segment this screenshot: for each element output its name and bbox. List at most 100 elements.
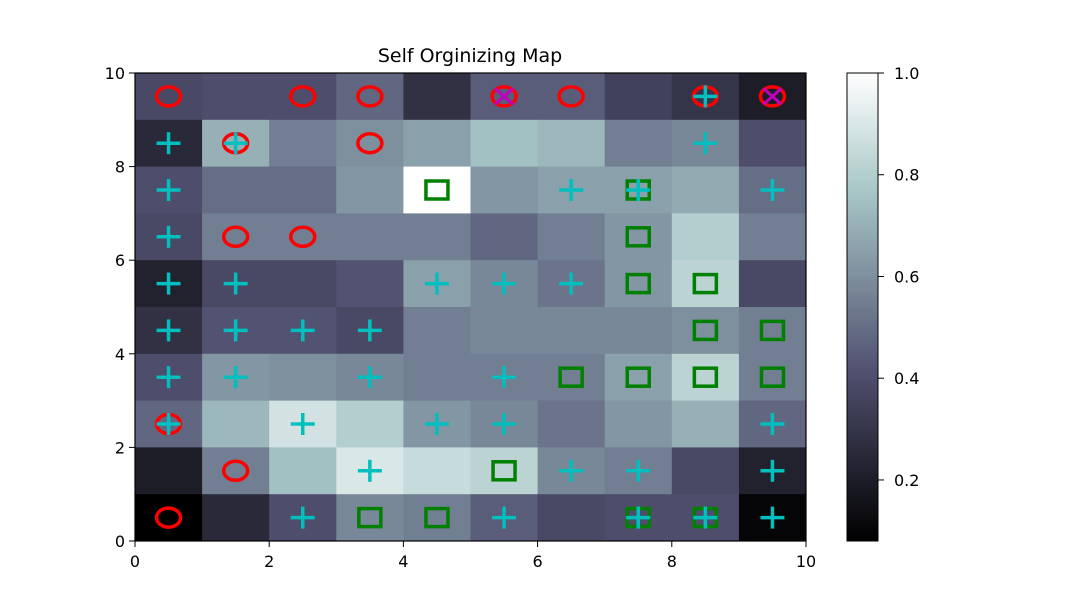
heatmap-cell xyxy=(202,73,270,121)
marker-plus xyxy=(223,319,248,342)
marker-x xyxy=(762,87,783,106)
heatmap-cell xyxy=(470,447,539,495)
marker-plus xyxy=(357,319,382,342)
heatmap-cell xyxy=(202,400,270,448)
heatmap-cell xyxy=(470,307,539,355)
heatmap-cell xyxy=(269,447,337,495)
heatmap-cell xyxy=(671,260,740,308)
heatmap-cell xyxy=(403,119,471,168)
marker-circle xyxy=(221,459,250,483)
heatmap-cell xyxy=(336,119,404,168)
marker-circle xyxy=(289,85,317,108)
marker-plus xyxy=(223,366,248,389)
colorbar-tick-label: 1.0 xyxy=(894,64,919,83)
marker-plus xyxy=(424,272,449,295)
y-tick-label: 6 xyxy=(115,251,125,270)
marker-plus xyxy=(290,319,315,342)
x-tick-label: 10 xyxy=(796,552,816,571)
marker-plus xyxy=(559,272,584,295)
colorbar-tick-label: 0.8 xyxy=(894,166,919,185)
marker-square xyxy=(692,319,719,342)
marker-plus xyxy=(156,413,181,435)
heatmap-cell xyxy=(738,213,807,261)
heatmap-cell xyxy=(604,307,673,355)
x-tick-label: 4 xyxy=(398,552,408,571)
marker-square xyxy=(692,366,719,388)
heatmap-cell xyxy=(403,353,471,402)
heatmap-cell xyxy=(336,213,404,261)
marker-plus xyxy=(156,366,181,389)
marker-plus xyxy=(357,366,382,389)
marker-square xyxy=(424,179,450,201)
heatmap-cell xyxy=(738,353,807,402)
heatmap-cell xyxy=(269,166,337,214)
marker-plus xyxy=(290,506,315,529)
heatmap-cell xyxy=(403,73,471,121)
marker-plus xyxy=(156,319,181,342)
marker-plus xyxy=(156,225,181,248)
marker-plus xyxy=(223,272,248,295)
marker-square xyxy=(357,506,383,529)
x-tick-label: 2 xyxy=(264,552,274,571)
marker-circle xyxy=(356,85,384,108)
marker-plus xyxy=(559,179,584,201)
marker-plus xyxy=(492,272,517,295)
marker-circle xyxy=(154,506,183,529)
marker-circle xyxy=(356,131,384,155)
marker-plus xyxy=(492,366,517,389)
marker-plus xyxy=(760,506,785,529)
marker-circle xyxy=(221,225,250,249)
marker-square xyxy=(625,272,651,295)
x-tick-label: 8 xyxy=(667,552,677,571)
marker-plus xyxy=(693,506,718,529)
heatmap-cell xyxy=(671,400,740,448)
marker-circle xyxy=(289,225,317,249)
heatmap-cell xyxy=(537,119,606,168)
heatmap-cell xyxy=(336,73,404,121)
marker-x xyxy=(494,87,515,106)
heatmap-cell xyxy=(537,307,606,355)
plot-frame xyxy=(134,72,807,542)
marker-layer xyxy=(154,85,787,529)
marker-circle xyxy=(490,85,518,108)
heatmap-cell xyxy=(470,213,539,261)
marker-plus xyxy=(760,413,785,435)
heatmap-cell xyxy=(269,353,337,402)
heatmap-cell xyxy=(269,73,337,121)
heatmap-cell xyxy=(738,307,807,355)
marker-plus xyxy=(626,506,651,529)
y-tick-label: 2 xyxy=(115,438,125,457)
heatmap-cell xyxy=(403,166,471,214)
heatmap-cell xyxy=(403,494,471,542)
heatmap-cell xyxy=(604,260,673,308)
y-tick-label: 0 xyxy=(115,532,125,551)
marker-square xyxy=(692,272,719,295)
marker-plus xyxy=(760,179,785,201)
marker-plus xyxy=(156,179,181,201)
marker-circle xyxy=(758,85,787,108)
heatmap-cell xyxy=(671,213,740,261)
heatmap-cell xyxy=(336,260,404,308)
heatmap-cell xyxy=(470,119,539,168)
heatmap-cell xyxy=(604,400,673,448)
marker-plus xyxy=(693,85,718,108)
marker-plus xyxy=(492,413,517,435)
marker-plus xyxy=(559,459,584,482)
heatmap-cell xyxy=(202,166,270,214)
heatmap-cell xyxy=(403,447,471,495)
heatmap-cell xyxy=(336,166,404,214)
marker-circle xyxy=(154,85,183,108)
heatmap-cell xyxy=(671,166,740,214)
heatmap-cell xyxy=(269,119,337,168)
heatmap-cell xyxy=(604,213,673,261)
heatmap-cell xyxy=(269,260,337,308)
heatmap-cell xyxy=(135,447,203,495)
heatmap-cell xyxy=(135,494,203,542)
heatmap-cell xyxy=(336,400,404,448)
marker-plus xyxy=(626,179,651,201)
heatmap-cell xyxy=(671,353,740,402)
heatmap-cell xyxy=(604,119,673,168)
heatmap-cell xyxy=(470,166,539,214)
colorbar xyxy=(846,72,879,542)
